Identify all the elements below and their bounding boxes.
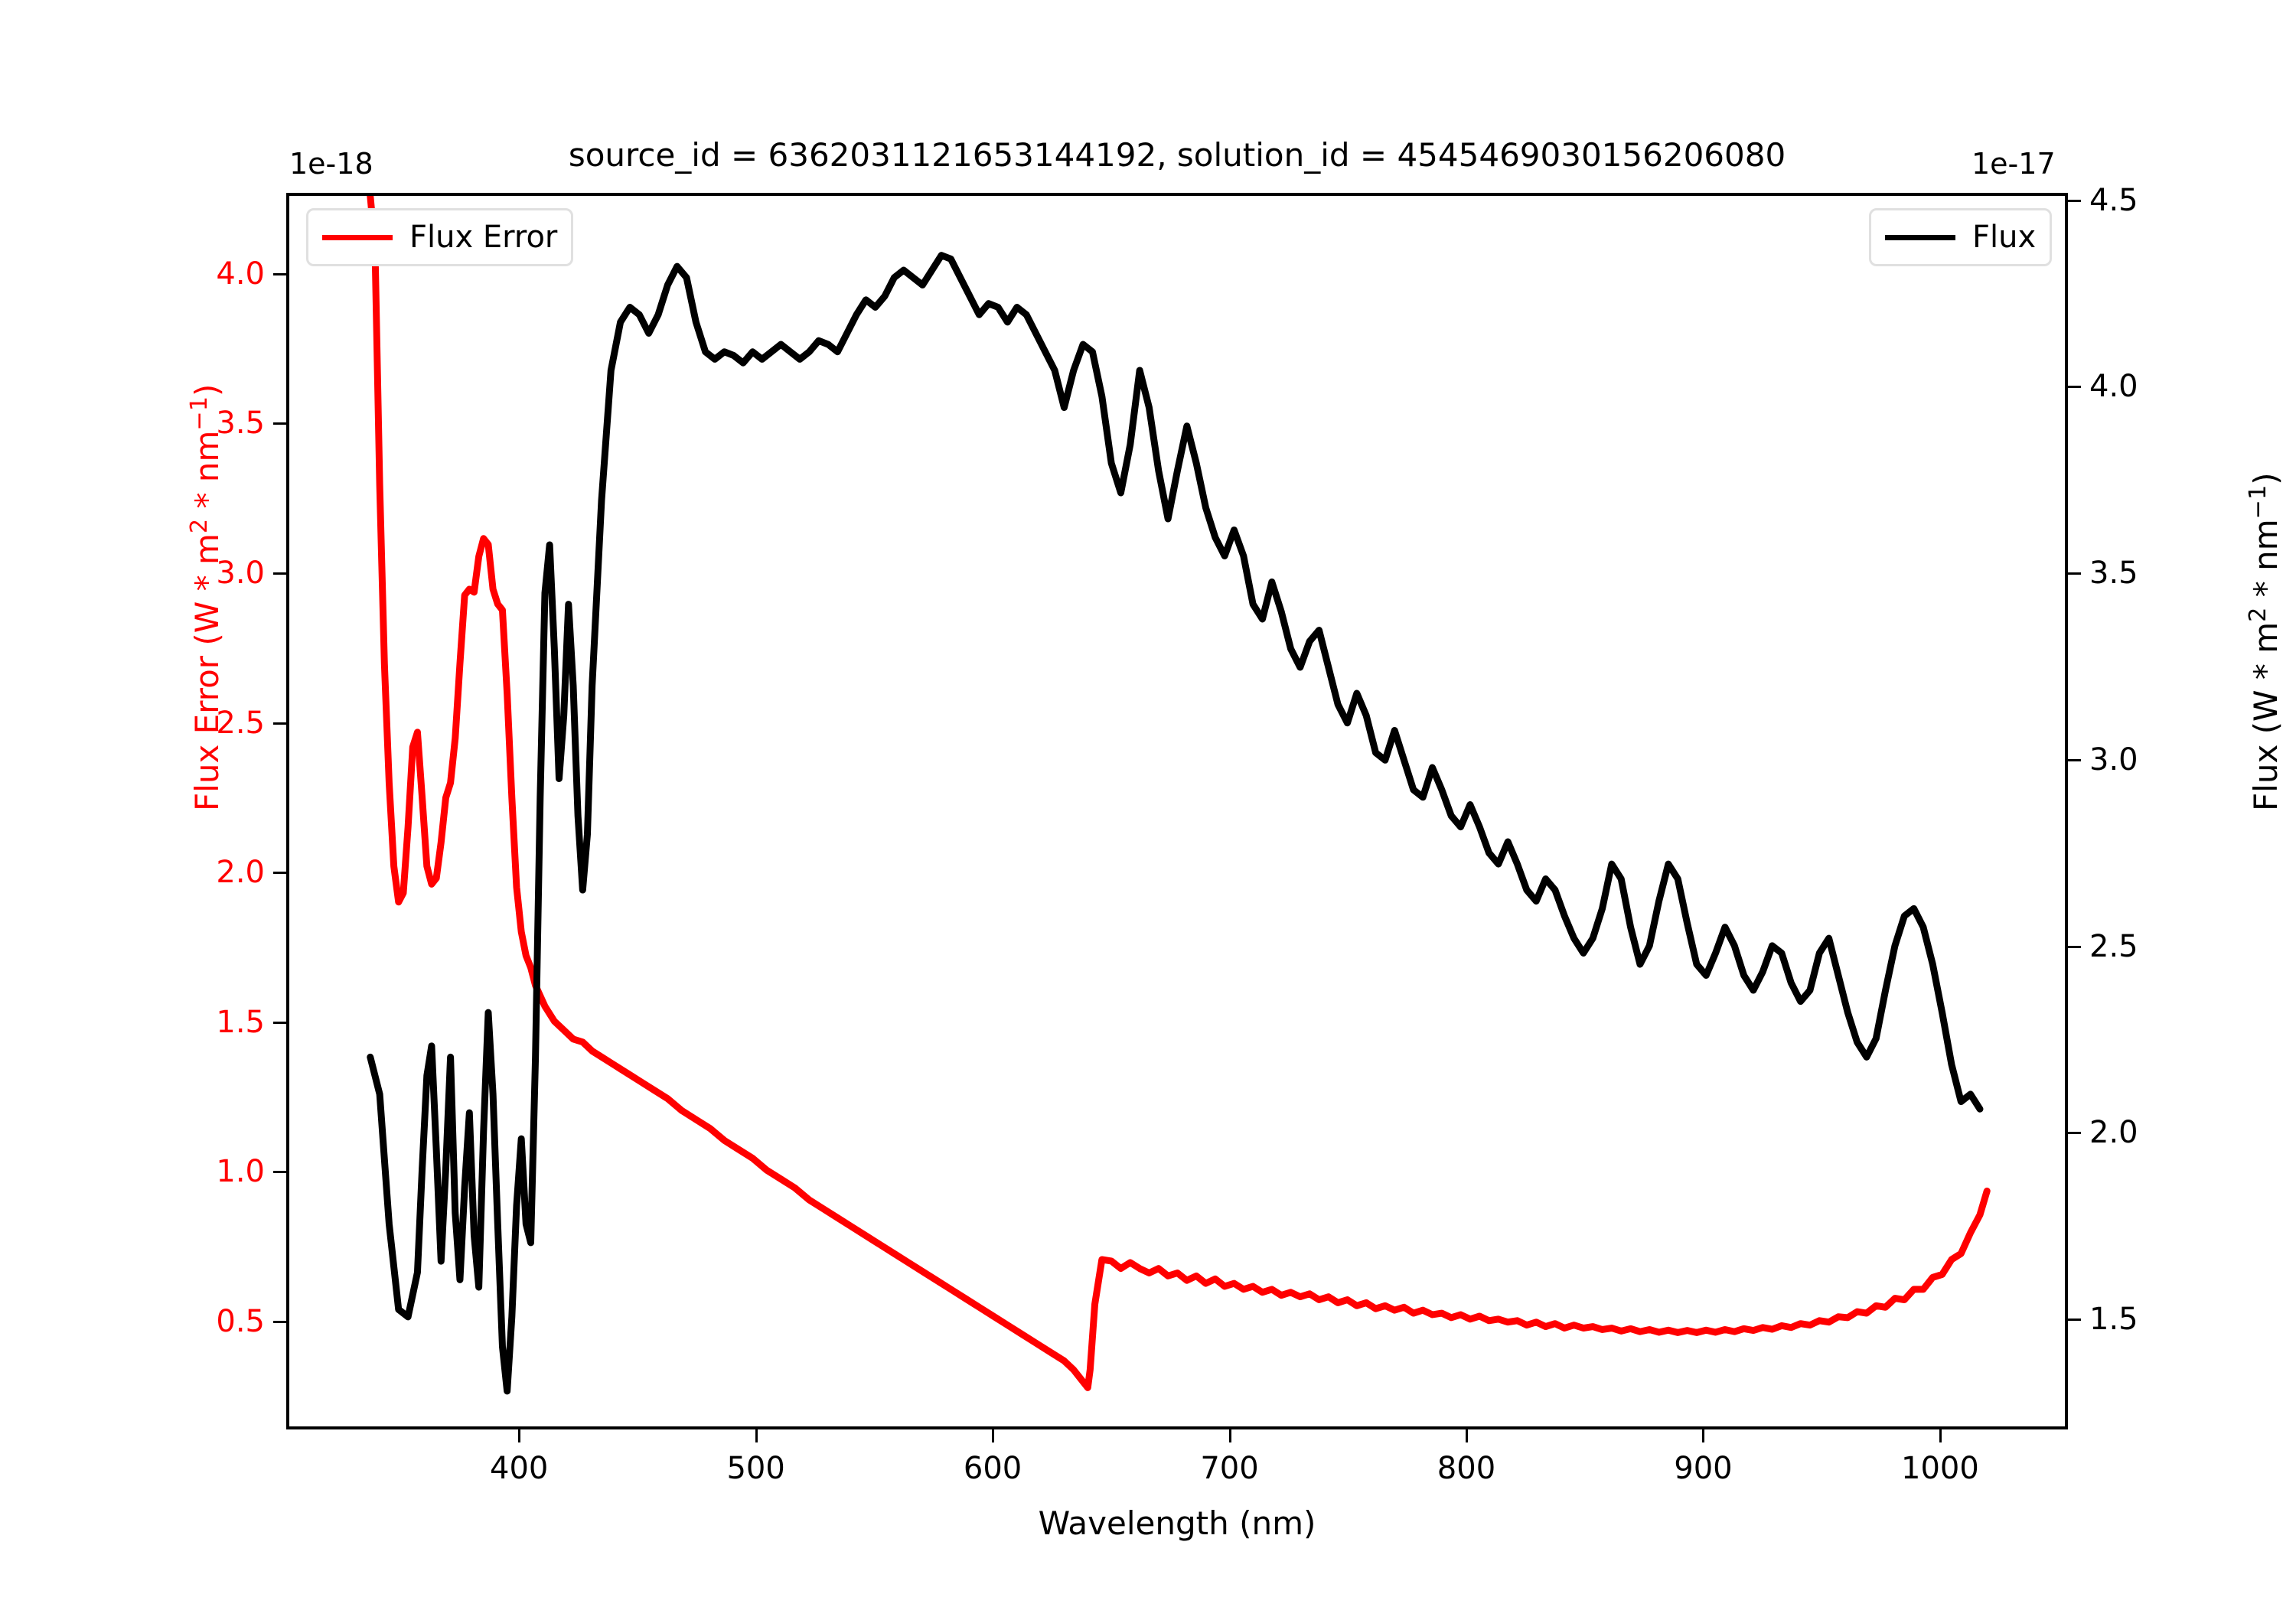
right-y-tick-mark <box>2068 758 2081 761</box>
legend-label-flux-error: Flux Error <box>409 220 558 255</box>
right-y-tick-label: 3.5 <box>2089 556 2138 592</box>
left-y-tick-mark <box>273 422 286 425</box>
left-y-tick-mark <box>273 872 286 875</box>
left-y-tick-label: 3.0 <box>216 555 265 591</box>
left-y-tick-label: 2.5 <box>216 705 265 741</box>
x-tick-label: 700 <box>1200 1451 1259 1486</box>
right-y-tick-label: 1.5 <box>2089 1302 2138 1338</box>
plot-area <box>367 196 1991 1395</box>
right-y-tick-mark <box>2068 1132 2081 1135</box>
left-y-tick-mark <box>273 1321 286 1324</box>
x-tick-label: 1000 <box>1900 1451 1979 1486</box>
legend-label-flux: Flux <box>1972 220 2037 255</box>
x-tick-label: 800 <box>1437 1451 1496 1486</box>
left-y-tick-mark <box>273 572 286 575</box>
x-tick-mark <box>1702 1429 1705 1442</box>
right-y-axis-label-prefix: Flux (W * m <box>2247 621 2285 811</box>
right-y-tick-mark <box>2068 386 2081 389</box>
legend-line-icon-flux <box>1885 234 1955 240</box>
right-y-tick-label: 2.0 <box>2089 1115 2138 1151</box>
x-tick-mark <box>992 1429 995 1442</box>
right-y-axis-label-sup2: −1 <box>2245 484 2272 520</box>
left-y-axis-label-sup2: −1 <box>186 396 213 431</box>
left-y-axis-label-mid: * nm <box>188 430 226 519</box>
x-axis-label: Wavelength (nm) <box>1038 1504 1316 1542</box>
left-y-tick-label: 3.5 <box>216 406 265 442</box>
left-y-axis-label-suffix: ) <box>188 383 226 397</box>
x-tick-label: 400 <box>490 1451 549 1486</box>
left-y-tick-label: 1.0 <box>216 1154 265 1190</box>
legend-line-icon-flux-error <box>322 234 393 240</box>
right-y-tick-label: 3.0 <box>2089 742 2138 777</box>
x-tick-label: 900 <box>1674 1451 1733 1486</box>
right-y-tick-label: 2.5 <box>2089 928 2138 964</box>
left-y-tick-mark <box>273 1171 286 1174</box>
right-y-axis-label-sup1: 2 <box>2245 607 2272 622</box>
left-y-tick-mark <box>273 722 286 725</box>
x-tick-mark <box>1465 1429 1468 1442</box>
right-y-tick-mark <box>2068 572 2081 575</box>
left-y-tick-label: 4.0 <box>216 256 265 292</box>
right-y-tick-label: 4.5 <box>2089 182 2138 218</box>
left-y-tick-mark <box>273 272 286 275</box>
left-y-tick-label: 2.0 <box>216 855 265 891</box>
flux-line <box>367 252 1984 1395</box>
x-tick-mark <box>755 1429 758 1442</box>
x-tick-mark <box>1228 1429 1231 1442</box>
left-y-tick-label: 1.5 <box>216 1004 265 1040</box>
left-axis-offset-text: 1e-18 <box>289 147 373 181</box>
x-tick-mark <box>1939 1429 1942 1442</box>
right-y-axis-label-mid: * nm <box>2247 519 2285 608</box>
left-y-axis-label-sup1: 2 <box>186 518 213 534</box>
right-y-axis-label: Flux (W * m2 * nm−1) <box>2245 472 2285 811</box>
plot-title: source_id = 6362031121653144192, solutio… <box>568 136 1786 174</box>
right-y-tick-mark <box>2068 199 2081 202</box>
left-y-axis-label: Flux Error (W * m2 * nm−1) <box>186 384 226 811</box>
left-y-tick-mark <box>273 1021 286 1024</box>
x-tick-label: 500 <box>726 1451 785 1486</box>
right-y-tick-mark <box>2068 945 2081 948</box>
plot-axes-frame <box>286 193 2068 1429</box>
legend-flux[interactable]: Flux <box>1869 208 2053 266</box>
x-tick-mark <box>518 1429 521 1442</box>
right-y-tick-label: 4.0 <box>2089 369 2138 405</box>
flux-error-line <box>367 196 1991 1391</box>
left-y-axis-label-prefix: Flux Error (W * m <box>188 533 226 811</box>
legend-flux-error[interactable]: Flux Error <box>306 208 574 266</box>
right-y-tick-mark <box>2068 1319 2081 1322</box>
right-y-axis-label-suffix: ) <box>2247 472 2285 485</box>
left-y-tick-label: 0.5 <box>216 1304 265 1340</box>
right-axis-offset-text: 1e-17 <box>1971 147 2056 181</box>
x-tick-label: 600 <box>963 1451 1022 1486</box>
